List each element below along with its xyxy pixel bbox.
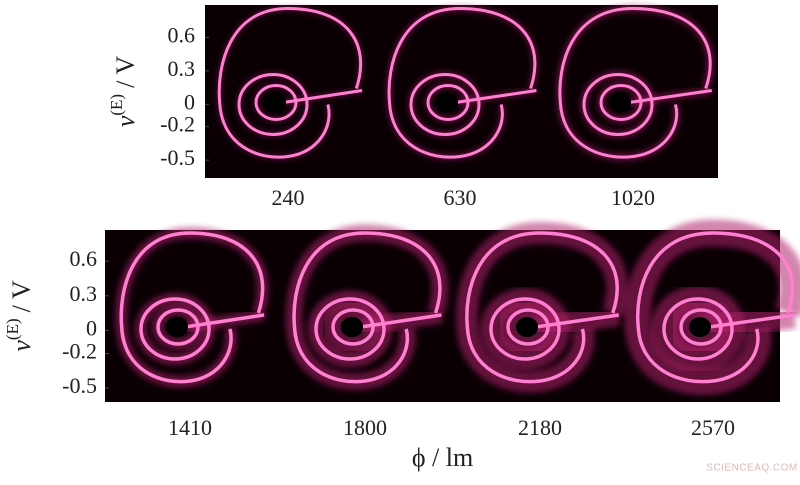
attractor-ring [599,84,643,121]
attractor-loop [292,231,442,384]
attractor-ring [662,297,734,361]
x-tick-label: 240 [272,185,305,210]
attractor-ring [314,297,386,361]
attractor-ring [489,297,561,361]
attractor-ring [156,308,200,346]
y-axis-label: v(E) / V [3,280,36,352]
x-axis-label: ϕ / lm [412,443,473,472]
y-tick-label: 0.3 [70,281,98,306]
y-tick-label: 0.3 [168,56,196,81]
attractor-ring [237,73,309,136]
attractor-tail [614,89,712,106]
plot-area [105,219,800,402]
attractor-loop [635,231,795,384]
attractor-ring [409,73,481,136]
watermark: SCIENCEAQ.COM [706,463,798,474]
y-tick-label: -0.5 [160,145,195,170]
plot-area [205,4,718,178]
attractor-tail [694,313,795,331]
y-label-superscript: (E) [3,318,22,340]
attractor-ring [254,84,298,121]
y-tick-label: 0.6 [168,22,196,47]
y-tick-label: 0.6 [70,246,98,271]
attractor-loop [217,6,362,159]
attractor-core [166,317,188,337]
y-label-symbol: v [111,115,140,127]
x-tick-label: 630 [444,185,477,210]
x-tick-label: 1800 [343,415,387,440]
x-tick-label: 2180 [518,415,562,440]
attractor-loop [558,6,712,159]
y-label-unit: / V [7,280,36,312]
attractor-ring [139,297,211,361]
attractor-ring [582,73,654,136]
y-tick-label: 0 [184,89,195,114]
attractor-core [436,92,458,113]
x-tick-label: 1410 [168,415,212,440]
y-axis-label: v(E) / V [107,56,140,128]
attractor-loop [387,6,537,159]
attractor-loop [465,231,619,384]
attractor-core [516,317,538,337]
attractor-ring [426,84,470,121]
x-tick-label: 2570 [691,415,735,440]
attractor-core [264,92,286,113]
y-tick-label: -0.5 [62,373,97,398]
y-label-superscript: (E) [107,94,126,116]
attractor-core [341,317,363,337]
y-label-symbol: v [7,340,36,352]
attractor-tail [521,313,620,331]
y-tick-label: -0.2 [62,339,97,364]
attractor-core [609,92,631,113]
y-tick-label: 0 [86,315,97,340]
y-label-unit: / V [111,56,140,88]
x-tick-label: 1020 [611,185,655,210]
attractor-core [689,317,711,337]
attractor-loop [119,231,265,384]
y-tick-label: -0.2 [160,112,195,137]
attractor-ring [331,308,375,346]
